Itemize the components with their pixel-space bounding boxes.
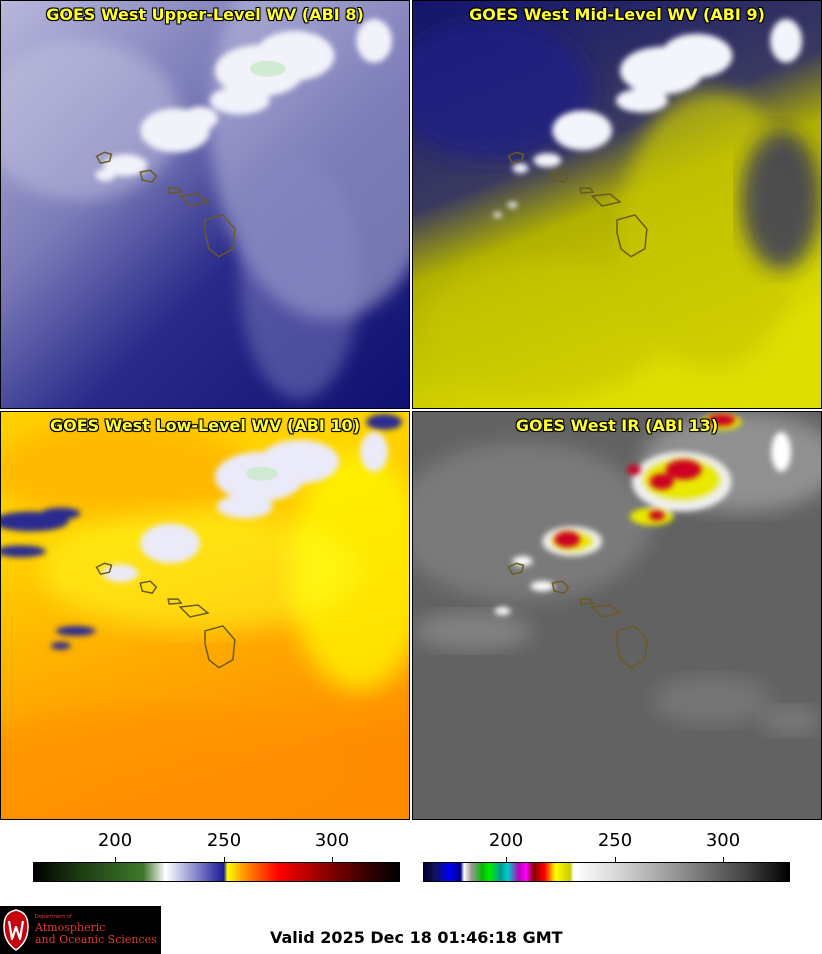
right-colorbar-tick-label: 300	[705, 830, 741, 851]
left-colorbar-tick	[224, 857, 225, 862]
panel-low-level-wv: GOES West Low-Level WV (ABI 10)	[0, 411, 410, 820]
panel-title: GOES West Mid-Level WV (ABI 9)	[469, 5, 765, 24]
right-colorbar-tick	[506, 857, 507, 862]
valid-time-label: Valid 2025 Dec 18 01:46:18 GMT	[270, 928, 563, 947]
logo-department-text: Department of	[35, 914, 72, 920]
low-level-wv-image	[1, 412, 409, 819]
panel-title: GOES West IR (ABI 13)	[515, 416, 719, 435]
right-colorbar-tick-label: 200	[488, 830, 524, 851]
panel-title: GOES West Upper-Level WV (ABI 8)	[46, 5, 364, 24]
right-colorbar-tick	[615, 857, 616, 862]
left-colorbar-tick-label: 300	[314, 830, 350, 851]
right-colorbar	[423, 862, 790, 882]
logo-line-2: and Oceanic Sciences	[35, 933, 157, 946]
left-colorbar-tick	[332, 857, 333, 862]
mid-level-wv-image	[413, 1, 821, 408]
left-colorbar-tick-label: 250	[206, 830, 242, 851]
panel-title: GOES West Low-Level WV (ABI 10)	[49, 416, 360, 435]
uw-crest-icon	[3, 909, 29, 951]
aos-logo: Department of Atmospheric and Oceanic Sc…	[0, 906, 161, 954]
upper-level-wv-image	[1, 1, 409, 408]
panel-mid-level-wv: GOES West Mid-Level WV (ABI 9)	[412, 0, 822, 409]
panel-ir: GOES West IR (ABI 13)	[412, 411, 822, 820]
logo-line-1: Atmospheric	[35, 921, 106, 934]
right-colorbar-tick	[723, 857, 724, 862]
panel-upper-level-wv: GOES West Upper-Level WV (ABI 8)	[0, 0, 410, 409]
left-colorbar	[33, 862, 400, 882]
right-colorbar-tick-label: 250	[597, 830, 633, 851]
ir-image	[413, 412, 821, 819]
left-colorbar-tick-label: 200	[97, 830, 133, 851]
left-colorbar-tick	[115, 857, 116, 862]
